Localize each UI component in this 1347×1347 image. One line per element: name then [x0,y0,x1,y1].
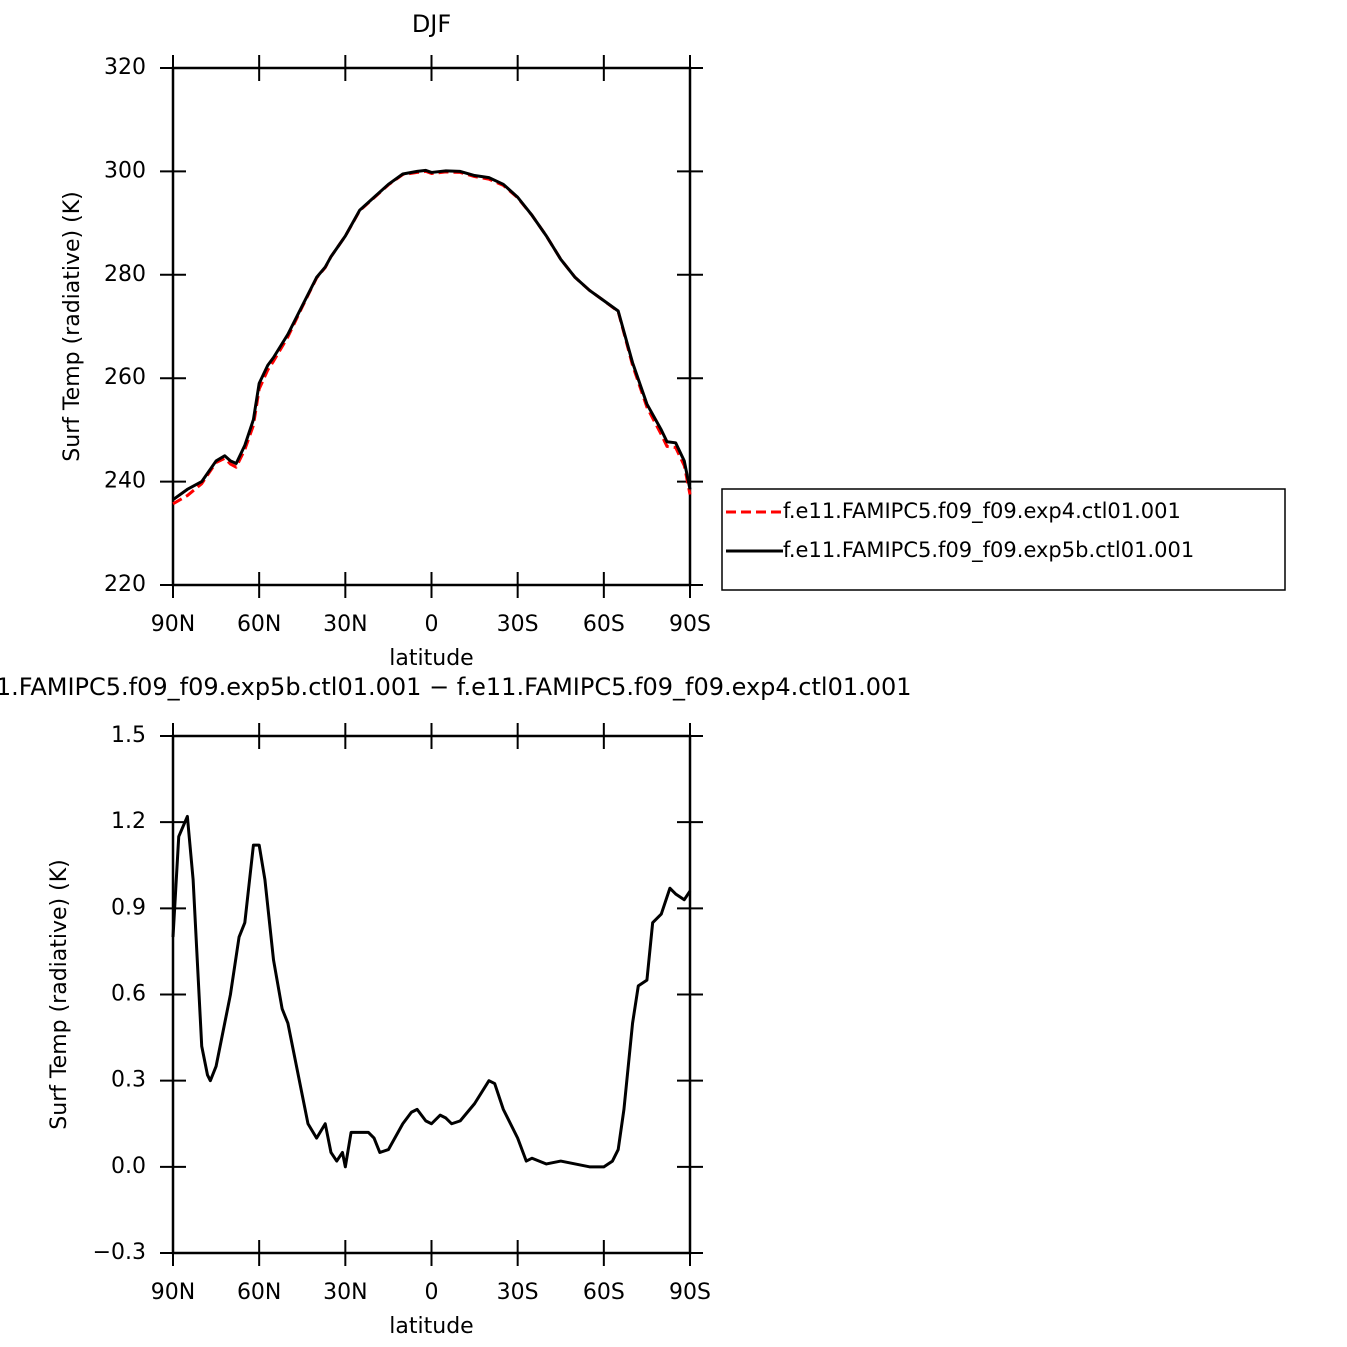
x-tick-label: 90S [669,612,711,637]
x-tick-label: 60N [237,1280,281,1305]
y-tick-label: 1.5 [111,723,146,748]
x-tick-label: 60S [583,1280,625,1305]
legend-text: f.e11.FAMIPC5.f09_f09.exp4.ctl01.001 [783,499,1181,524]
x-tick-label: 30S [497,1280,539,1305]
y-tick-label: 0.6 [111,982,146,1007]
x-tick-label: 90N [151,612,195,637]
plot-frame [171,734,692,1255]
x-tick-label: 30N [323,612,367,637]
chart-title: DJF [412,10,451,38]
x-tick-label: 30N [323,1280,367,1305]
legend-box [721,488,1286,591]
y-tick-label: 1.2 [111,809,146,834]
y-tick-label: 260 [104,365,146,390]
x-tick-label: 60S [583,612,625,637]
x-tick-label: 90S [669,1280,711,1305]
y-tick-label: 320 [104,55,146,80]
y-tick-label: 0.9 [111,895,146,920]
y-tick-label: 0.0 [111,1154,146,1179]
y-tick-label: 0.3 [111,1068,146,1093]
y-tick-label: 220 [104,572,146,597]
x-tick-label: 30S [497,612,539,637]
plot-frame [171,66,692,587]
data-line [172,168,692,501]
x-axis-label: latitude [389,646,473,671]
y-tick-label: 240 [104,469,146,494]
x-tick-label: 0 [425,1280,439,1305]
data-line [172,169,692,506]
x-tick-label: 0 [425,612,439,637]
x-axis-label: latitude [389,1314,473,1339]
x-tick-label: 90N [151,1280,195,1305]
legend-text: f.e11.FAMIPC5.f09_f09.exp5b.ctl01.001 [783,538,1194,563]
x-tick-label: 60N [237,612,281,637]
y-axis-label: Surf Temp (radiative) (K) [47,859,72,1129]
data-line [171,814,692,1169]
y-tick-label: 280 [104,262,146,287]
y-tick-label: 300 [104,158,146,183]
chart-title: f.e11.FAMIPC5.f09_f09.exp5b.ctl01.001 − … [0,673,912,701]
y-axis-label: Surf Temp (radiative) (K) [60,191,85,461]
y-tick-label: −0.3 [93,1240,146,1265]
